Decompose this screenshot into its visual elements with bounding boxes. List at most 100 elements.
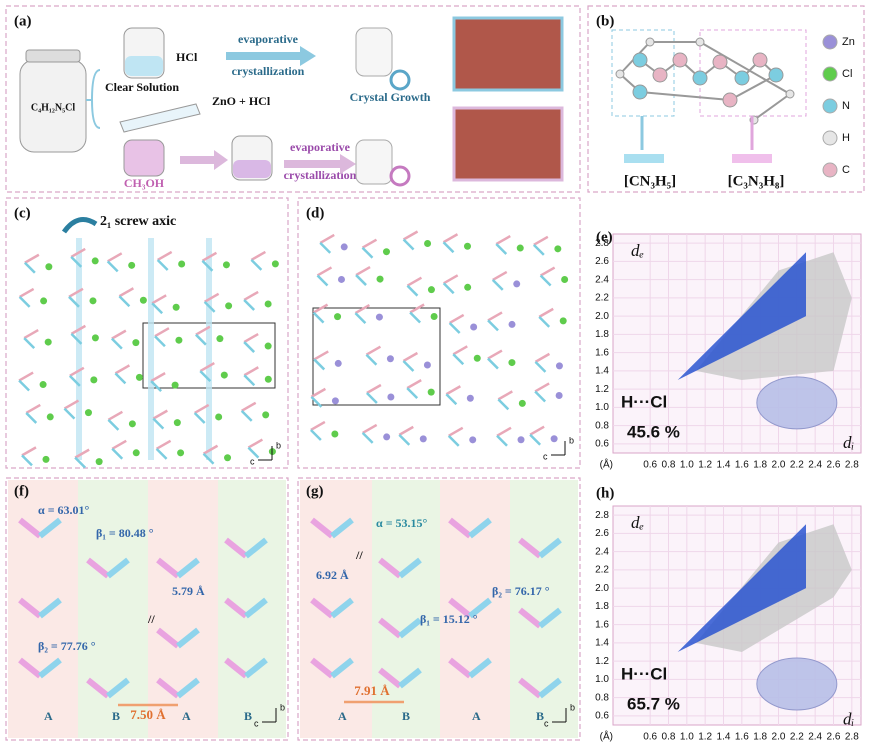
atom <box>45 263 52 270</box>
angle: α = 53.15° <box>376 516 428 530</box>
contact-label: H···Cl <box>621 392 667 411</box>
screw-axis <box>206 238 212 460</box>
text: crystallization <box>232 64 305 78</box>
bond <box>410 305 424 313</box>
atom <box>341 243 348 250</box>
bond <box>314 313 324 323</box>
bond <box>242 411 252 421</box>
angle: β₂ = 76.17 ° <box>492 584 550 598</box>
y-tick-label: 1.4 <box>595 638 609 649</box>
atom <box>173 304 180 311</box>
text: Clear Solution <box>105 80 179 94</box>
atom <box>633 53 647 67</box>
text: evaporative <box>290 140 351 154</box>
x-tick-label: 2.8 <box>845 732 859 743</box>
x-tick-label: 0.6 <box>643 460 657 471</box>
atom <box>177 449 184 456</box>
atom <box>735 71 749 85</box>
atom <box>331 430 338 437</box>
x-tick-label: 0.6 <box>643 732 657 743</box>
bond <box>366 355 376 365</box>
legend-swatch <box>823 163 837 177</box>
atom <box>646 38 654 46</box>
axis-label: c <box>254 718 259 728</box>
bond <box>155 328 169 336</box>
atom <box>40 381 47 388</box>
bond <box>158 252 172 260</box>
bond <box>444 283 454 293</box>
text: evaporative <box>238 32 299 46</box>
atom <box>673 53 687 67</box>
bond <box>363 425 377 433</box>
bond <box>112 441 126 449</box>
y-tick-label: 1.8 <box>595 601 609 612</box>
x-tick-label: 1.6 <box>735 732 749 743</box>
bond <box>244 334 258 342</box>
axis-label: b <box>570 702 575 712</box>
atom <box>464 284 471 291</box>
angle: β₁ = 15.12 ° <box>420 612 478 626</box>
bond <box>444 275 458 283</box>
bond <box>251 260 261 270</box>
atom <box>45 339 52 346</box>
y-tick-label: 1.6 <box>595 619 609 630</box>
tube <box>120 104 200 132</box>
column-label: A <box>182 709 191 723</box>
bond <box>407 388 417 398</box>
distance: 7.91 Å <box>354 683 390 698</box>
atom <box>332 397 339 404</box>
panel-label: (f) <box>14 483 29 499</box>
atom <box>225 302 232 309</box>
atom <box>223 261 230 268</box>
bond <box>20 289 34 297</box>
bond <box>320 243 330 253</box>
bond <box>244 300 254 310</box>
distance: 7.50 Å <box>130 707 166 722</box>
distance: 5.79 Å <box>172 584 205 598</box>
jar <box>356 28 392 76</box>
bond <box>362 240 376 248</box>
bond <box>157 449 167 459</box>
atom <box>272 260 279 267</box>
atom <box>556 362 563 369</box>
atom <box>85 409 92 416</box>
atom <box>265 343 272 350</box>
bond <box>22 447 36 455</box>
bond <box>314 351 328 359</box>
atom <box>92 334 99 341</box>
y-tick-label: 2.2 <box>595 565 609 576</box>
stripe <box>8 480 78 738</box>
unit-label: (Å) <box>600 458 613 471</box>
bond <box>449 436 459 446</box>
atom <box>129 420 136 427</box>
panel-label: (c) <box>14 205 31 221</box>
atom <box>128 262 135 269</box>
bond <box>362 248 372 258</box>
surface <box>757 377 837 429</box>
atom <box>387 355 394 362</box>
text: HCl <box>176 50 198 64</box>
legend-label: C <box>842 164 850 176</box>
x-tick-label: 1.8 <box>753 460 767 471</box>
bond <box>497 436 507 446</box>
bond <box>195 413 205 423</box>
molecule <box>616 38 794 124</box>
bond <box>108 420 118 430</box>
bond <box>530 435 540 445</box>
angle: β₂ = 77.76 ° <box>38 639 96 653</box>
y-tick-label: 0.6 <box>595 711 609 722</box>
y-tick-label: 1.6 <box>595 347 609 358</box>
atom <box>551 435 558 442</box>
atom <box>517 245 524 252</box>
x-tick-label: 1.4 <box>717 732 731 743</box>
atom <box>424 240 431 247</box>
legend-swatch <box>823 35 837 49</box>
x-tick-label: 1.0 <box>680 732 694 743</box>
atom <box>132 339 139 346</box>
x-tick-label: 1.2 <box>698 732 712 743</box>
surface <box>757 658 837 710</box>
axis-arrows <box>551 441 565 455</box>
solution <box>125 56 163 76</box>
axis-label: b <box>569 435 574 445</box>
bond <box>355 313 365 323</box>
